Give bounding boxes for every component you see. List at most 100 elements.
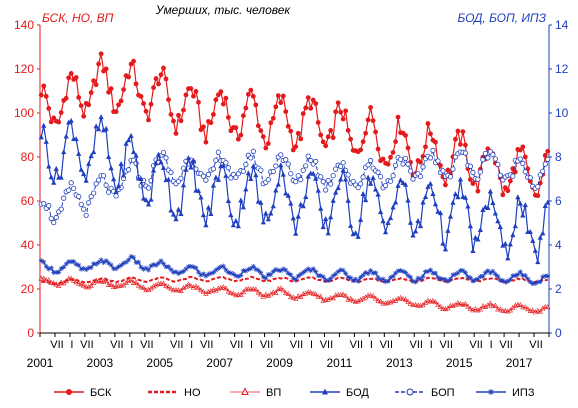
data-point (188, 86, 194, 91)
data-point (328, 128, 334, 133)
x-tick-label: VII (290, 339, 303, 351)
data-point (250, 263, 256, 269)
data-point (537, 234, 543, 240)
data-point (380, 276, 386, 282)
x-tick-label: 2007 (206, 356, 233, 370)
data-point (273, 104, 279, 110)
data-point (490, 151, 496, 158)
data-point (447, 276, 453, 282)
data-point (293, 179, 299, 185)
data-point (467, 223, 474, 229)
data-point (103, 258, 109, 264)
data-point (196, 99, 201, 105)
data-point (360, 174, 366, 180)
data-point (258, 291, 264, 297)
data-point (253, 266, 259, 272)
x-tick-label: 2005 (146, 356, 173, 370)
legend-item-1: НО (148, 387, 201, 399)
x-tick-label: VII (50, 339, 63, 351)
data-point (156, 81, 161, 87)
data-point (210, 286, 217, 292)
data-point (313, 158, 319, 164)
data-point (41, 201, 47, 207)
data-point (468, 177, 473, 182)
data-point (70, 277, 77, 283)
x-tick-label: 2017 (506, 356, 533, 370)
data-point (540, 274, 546, 280)
data-point (358, 181, 364, 187)
data-point (113, 193, 119, 199)
series-3 (38, 114, 551, 265)
data-point (540, 305, 546, 311)
data-point (293, 144, 299, 150)
data-point (233, 174, 239, 181)
data-point (245, 91, 251, 97)
data-point (268, 272, 274, 278)
data-point (500, 192, 506, 198)
data-point (480, 157, 486, 163)
data-point (170, 211, 177, 217)
data-point (462, 301, 469, 307)
data-point (121, 87, 126, 92)
left-tick-label: 60 (21, 194, 35, 208)
data-point (275, 267, 281, 273)
data-point (240, 113, 246, 119)
data-point (213, 157, 219, 163)
data-point (178, 175, 184, 181)
data-point (205, 204, 212, 210)
data-point (255, 123, 261, 129)
data-point (53, 214, 59, 221)
data-point (395, 114, 401, 120)
data-point (300, 270, 306, 275)
data-point (450, 199, 456, 205)
data-point (173, 216, 179, 222)
series-line (40, 117, 549, 263)
data-point (532, 280, 538, 286)
data-point (116, 102, 121, 108)
data-point (263, 145, 269, 151)
data-point (417, 173, 424, 180)
data-point (495, 218, 501, 224)
data-point (265, 141, 271, 146)
data-point (218, 264, 224, 270)
data-point (268, 120, 274, 126)
data-point (318, 132, 324, 138)
data-point (86, 199, 92, 206)
data-point (502, 279, 508, 285)
data-point (460, 268, 466, 274)
data-point (310, 266, 316, 272)
data-point (445, 167, 451, 173)
x-tick-label: VII (80, 339, 93, 351)
data-point (243, 161, 249, 168)
legend-marker (241, 387, 249, 395)
data-point (283, 290, 289, 296)
data-point (417, 223, 424, 229)
data-point (225, 270, 231, 275)
data-point (153, 76, 159, 81)
data-point (452, 191, 459, 197)
data-point (228, 270, 234, 276)
data-point (338, 176, 344, 182)
data-point (68, 180, 74, 186)
data-point (340, 160, 346, 166)
data-point (253, 286, 259, 292)
data-point (497, 224, 503, 230)
data-point (153, 160, 159, 166)
data-point (205, 271, 211, 277)
data-point (225, 198, 231, 203)
data-point (387, 215, 394, 221)
data-point (228, 212, 234, 218)
data-point (250, 148, 256, 154)
data-point (165, 264, 171, 270)
data-point (410, 301, 416, 307)
data-point (116, 264, 122, 270)
data-point (348, 275, 354, 281)
data-point (485, 268, 491, 274)
data-point (165, 284, 172, 290)
data-point (400, 268, 406, 274)
data-point (530, 281, 536, 287)
data-point (420, 302, 426, 308)
data-point (168, 207, 174, 213)
data-point (460, 129, 466, 134)
data-point (462, 150, 469, 156)
